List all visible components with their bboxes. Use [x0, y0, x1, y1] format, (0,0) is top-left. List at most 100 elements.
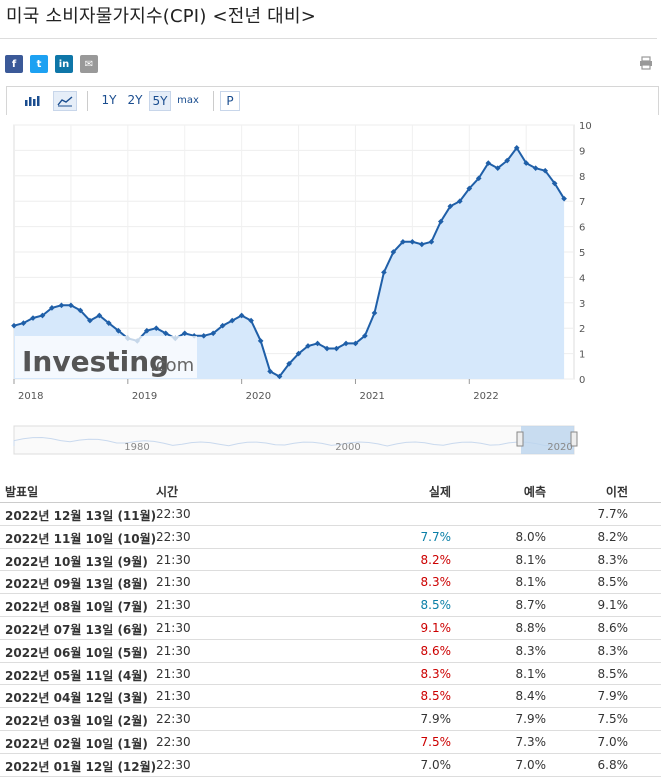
- cell-forecast: 7.3%: [515, 734, 547, 749]
- data-point[interactable]: [513, 145, 520, 151]
- range-button-2y[interactable]: 2Y: [127, 93, 143, 107]
- y-tick-label: 9: [579, 146, 585, 157]
- bar-chart-button[interactable]: [21, 91, 43, 109]
- cell-date: 2022년 12월 13일 (11월): [5, 509, 157, 523]
- range-button-5y[interactable]: 5Y: [149, 91, 171, 111]
- data-point[interactable]: [200, 332, 207, 339]
- data-point[interactable]: [286, 360, 292, 367]
- y-tick-label: 6: [579, 223, 585, 234]
- data-point[interactable]: [238, 312, 245, 319]
- cell-actual: 7.0%: [420, 757, 452, 772]
- cell-forecast: 8.4%: [515, 689, 547, 704]
- navigator-handle-right[interactable]: [570, 431, 578, 447]
- facebook-share-button[interactable]: f: [5, 55, 23, 73]
- cell-date: 2022년 05월 11일 (4월): [5, 668, 148, 683]
- data-point[interactable]: [20, 320, 27, 326]
- data-point[interactable]: [494, 165, 501, 172]
- linkedin-share-button[interactable]: in: [55, 55, 73, 73]
- data-point[interactable]: [418, 241, 425, 248]
- cell-previous: 8.3%: [597, 643, 629, 658]
- data-point[interactable]: [314, 340, 321, 347]
- data-point[interactable]: [229, 317, 236, 324]
- data-point[interactable]: [68, 302, 74, 309]
- data-point[interactable]: [144, 327, 150, 334]
- data-point[interactable]: [305, 343, 311, 349]
- data-point[interactable]: [219, 322, 226, 329]
- data-point[interactable]: [115, 327, 122, 334]
- data-point[interactable]: [343, 340, 349, 347]
- data-point[interactable]: [551, 180, 558, 187]
- cell-actual: 8.3%: [420, 666, 452, 681]
- print-icon[interactable]: [639, 56, 653, 70]
- data-point[interactable]: [162, 330, 169, 337]
- table-row: 2022년 02월 10일 (1월) 22:30 7.5% 7.3% 7.0%: [0, 731, 661, 754]
- cell-time: 22:30: [156, 712, 191, 727]
- data-point[interactable]: [466, 185, 473, 192]
- p-button[interactable]: P: [220, 91, 240, 111]
- data-point[interactable]: [77, 307, 84, 314]
- data-point[interactable]: [324, 345, 330, 352]
- table-row: 2022년 09월 13일 (8월) 21:30 8.3% 8.1% 8.5%: [0, 571, 661, 595]
- data-point[interactable]: [400, 239, 406, 245]
- x-tick-label: 2019: [132, 391, 157, 402]
- header-forecast[interactable]: 예측: [523, 485, 546, 499]
- data-point[interactable]: [371, 310, 378, 316]
- data-point[interactable]: [30, 315, 36, 321]
- navigator-selection[interactable]: [521, 426, 574, 454]
- data-point[interactable]: [333, 345, 340, 352]
- header-previous[interactable]: 이전: [605, 485, 628, 499]
- navigator-line: [13, 436, 575, 447]
- data-point[interactable]: [438, 218, 444, 225]
- range-navigator: [13, 425, 575, 455]
- range-button-1y[interactable]: 1Y: [101, 93, 117, 107]
- header-actual[interactable]: 실제: [428, 485, 451, 499]
- data-point[interactable]: [210, 330, 217, 337]
- header-time[interactable]: 시간: [156, 485, 179, 499]
- cell-previous: 7.5%: [597, 712, 629, 727]
- cell-time: 22:30: [156, 529, 191, 544]
- cell-date: 2022년 11월 10일 (10월): [5, 531, 157, 546]
- cell-actual: 7.7%: [420, 529, 452, 544]
- email-share-button[interactable]: ✉: [80, 55, 98, 73]
- x-tick-label: 2021: [359, 391, 384, 402]
- data-point[interactable]: [561, 195, 567, 202]
- header-date[interactable]: 발표일: [5, 485, 39, 499]
- cell-time: 21:30: [156, 689, 191, 704]
- range-button-max[interactable]: max: [177, 94, 199, 106]
- data-point[interactable]: [447, 203, 454, 210]
- twitter-share-button[interactable]: t: [30, 55, 48, 73]
- data-point[interactable]: [352, 340, 359, 347]
- data-point[interactable]: [276, 373, 283, 380]
- cell-previous: 8.5%: [597, 575, 629, 590]
- data-point[interactable]: [257, 338, 264, 344]
- cell-time: 22:30: [156, 507, 191, 521]
- table-row: 2022년 05월 11일 (4월) 21:30 8.3% 8.1% 8.5%: [0, 663, 661, 686]
- data-point[interactable]: [96, 312, 103, 319]
- table-row: 2022년 03월 10일 (2월) 22:30 7.9% 7.9% 7.5%: [0, 708, 661, 731]
- cell-actual: 8.5%: [420, 598, 452, 613]
- data-point[interactable]: [532, 165, 539, 172]
- data-point[interactable]: [248, 317, 254, 324]
- data-point[interactable]: [153, 325, 160, 332]
- data-point[interactable]: [267, 368, 273, 375]
- data-point[interactable]: [87, 317, 93, 324]
- data-point[interactable]: [457, 198, 463, 205]
- cell-time: 21:30: [156, 598, 191, 613]
- table-row: 2022년 12월 13일 (11월) 22:30 7.7%: [0, 503, 661, 526]
- data-point[interactable]: [523, 160, 530, 166]
- data-point[interactable]: [105, 320, 112, 326]
- bar-chart-icon: [25, 96, 40, 106]
- data-point[interactable]: [428, 239, 435, 245]
- area-chart-button[interactable]: [53, 91, 77, 111]
- data-point[interactable]: [362, 332, 368, 339]
- data-point[interactable]: [542, 167, 549, 174]
- cell-forecast: 7.0%: [515, 757, 547, 772]
- data-point[interactable]: [409, 239, 416, 245]
- navigator-handle-left[interactable]: [516, 431, 524, 447]
- data-point[interactable]: [485, 160, 492, 166]
- data-point[interactable]: [381, 269, 387, 276]
- data-point[interactable]: [295, 350, 302, 357]
- twitter-icon: t: [36, 58, 42, 70]
- data-point[interactable]: [390, 249, 397, 255]
- data-point[interactable]: [181, 330, 188, 337]
